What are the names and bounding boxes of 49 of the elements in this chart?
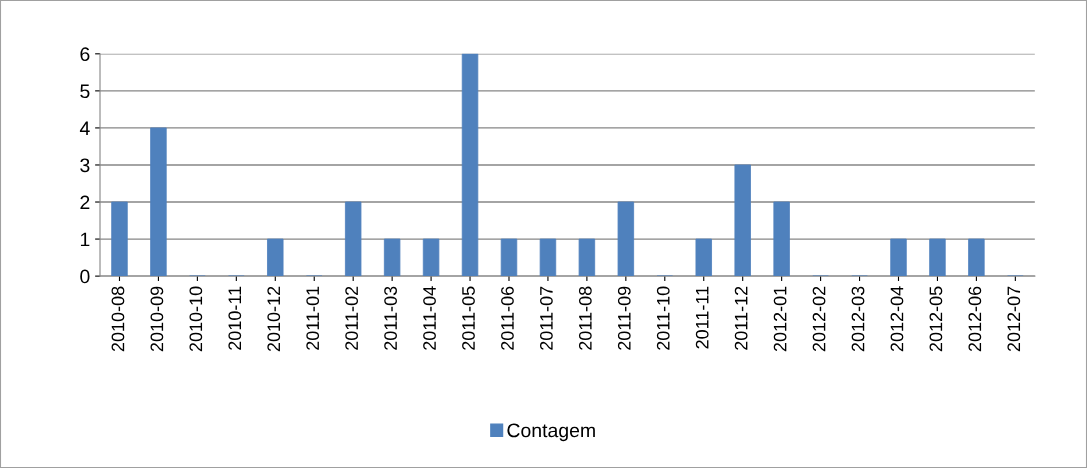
bar [383,238,401,277]
x-tick-label: 2012-02 [812,286,826,352]
bar [929,238,946,277]
bar [578,238,596,277]
bar [890,238,907,277]
y-tick-label: 4 [79,121,90,135]
bar [422,238,440,277]
bar [773,201,790,277]
y-tick-label: 5 [80,84,90,99]
x-tick-label: 2012-03 [851,286,865,352]
x-tick-label: 2011-04 [423,286,436,350]
bar [150,127,167,277]
x-tick-label: 2011-09 [617,286,631,350]
x-tick-label: 2011-08 [578,286,592,350]
bar [111,201,128,277]
x-tick-label: 2011-05 [462,286,475,350]
bar [968,238,985,277]
x-tick-label: 2012-01 [773,286,787,352]
x-tick-label: 2010-11 [228,286,242,350]
x-tick-label: 2011-07 [540,286,553,350]
bar [344,201,362,277]
bar [695,238,712,277]
y-tick-label: 6 [80,47,90,62]
bar [500,238,518,277]
x-tick-label: 2010-10 [189,286,203,352]
bar [617,201,635,277]
bar [461,53,479,277]
x-tick-label: 2012-06 [968,286,982,352]
x-tick-label: 2011-03 [384,286,397,350]
x-tick-label: 2010-09 [150,286,164,352]
x-tick-label: 2012-07 [1007,286,1021,352]
bar [267,238,284,277]
x-tick-label: 2011-12 [734,286,748,350]
x-tick-label: 2011-01 [306,286,320,350]
x-tick-label: 2012-04 [890,286,904,352]
y-tick-label: 0 [80,269,90,284]
legend-label: Contagem [507,423,595,442]
bar [734,164,751,277]
x-tick-label: 2012-05 [929,286,943,352]
y-tick-label: 1 [80,232,90,247]
bar [539,238,557,277]
x-tick-label: 2011-11 [695,286,709,349]
x-tick-label: 2011-02 [345,286,359,350]
x-tick-label: 2011-10 [656,286,670,350]
y-tick-label: 2 [80,195,90,210]
x-tick-label: 2010-08 [111,286,125,352]
x-tick-label: 2011-06 [501,286,514,350]
y-tick-label: 3 [80,158,90,173]
x-tick-label: 2010-12 [267,286,281,352]
